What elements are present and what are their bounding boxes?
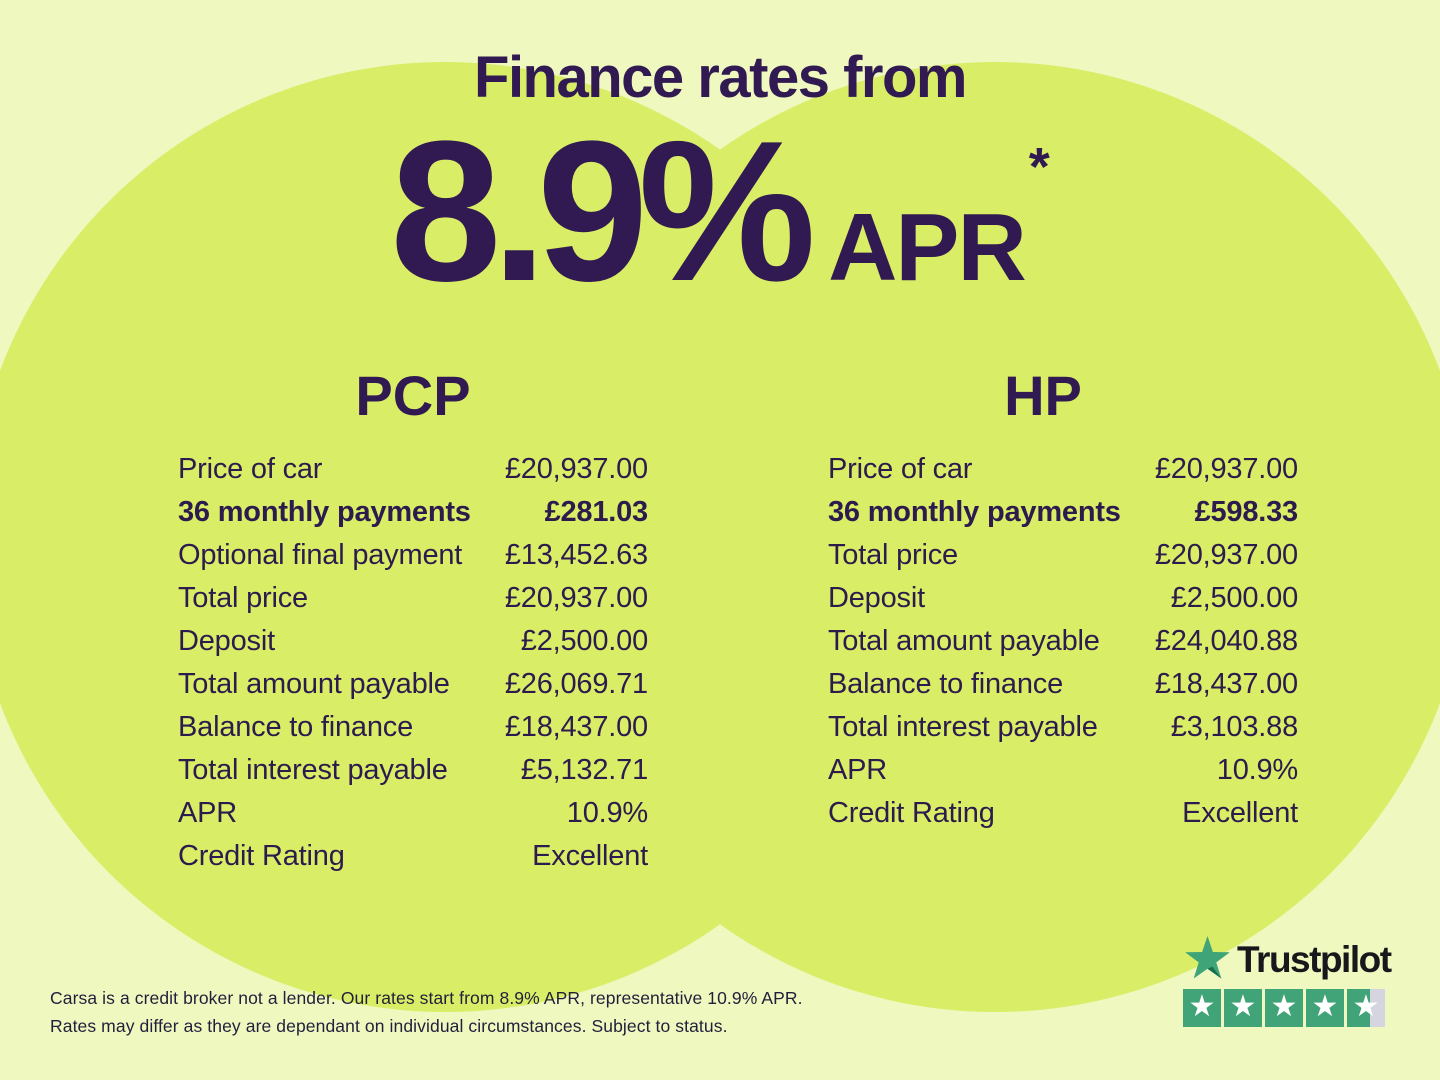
row-value: £13,452.63 <box>504 539 648 571</box>
pcp-section: PCP Price of car £20,937.00 36 monthly p… <box>178 368 648 878</box>
row-value: £598.33 <box>1194 496 1299 528</box>
disclaimer-line-1: Carsa is a credit broker not a lender. O… <box>50 988 803 1008</box>
row-value: Excellent <box>1182 797 1298 829</box>
row-label: Balance to finance <box>828 668 1064 700</box>
table-row: Price of car £20,937.00 <box>828 448 1298 491</box>
table-row: Credit Rating Excellent <box>828 792 1298 835</box>
row-label: Total interest payable <box>178 754 448 786</box>
row-value: £20,937.00 <box>504 453 648 485</box>
table-row: Total interest payable £3,103.88 <box>828 706 1298 749</box>
pcp-table: Price of car £20,937.00 36 monthly payme… <box>178 448 648 878</box>
table-row: Price of car £20,937.00 <box>178 448 648 491</box>
row-label: Deposit <box>828 582 925 614</box>
row-label: Price of car <box>178 453 323 485</box>
row-label: Total amount payable <box>828 625 1100 657</box>
row-label: Price of car <box>828 453 973 485</box>
row-value: 10.9% <box>1216 754 1298 786</box>
table-row: 36 monthly payments £598.33 <box>828 491 1298 534</box>
trustpilot-star-icon <box>1185 936 1230 979</box>
hp-section: HP Price of car £20,937.00 36 monthly pa… <box>828 368 1298 835</box>
page-title: Finance rates from <box>474 45 967 110</box>
table-row: APR 10.9% <box>828 749 1298 792</box>
table-row: Total price £20,937.00 <box>828 534 1298 577</box>
row-value: £3,103.88 <box>1170 711 1298 743</box>
row-label: Total price <box>178 582 308 614</box>
rating-star-box: ★ <box>1347 989 1385 1027</box>
table-row: Total price £20,937.00 <box>178 577 648 620</box>
table-row: APR 10.9% <box>178 792 648 835</box>
row-label: APR <box>828 754 888 786</box>
row-value: £18,437.00 <box>1154 668 1298 700</box>
row-label: Total price <box>828 539 958 571</box>
table-row: Total amount payable £24,040.88 <box>828 620 1298 663</box>
row-label: Balance to finance <box>178 711 414 743</box>
row-label: Total interest payable <box>828 711 1098 743</box>
row-label: 36 monthly payments <box>178 496 471 528</box>
table-row: Total amount payable £26,069.71 <box>178 663 648 706</box>
star-icon: ★ <box>1188 990 1216 1023</box>
table-row: Optional final payment £13,452.63 <box>178 534 648 577</box>
pcp-heading: PCP <box>355 364 471 427</box>
disclaimer-line-2: Rates may differ as they are dependant o… <box>50 1015 728 1036</box>
rate-value: 8.9% <box>390 100 816 323</box>
table-row: 36 monthly payments £281.03 <box>178 491 648 534</box>
headline-rate: 8.9% APR* <box>0 112 1440 312</box>
table-row: Deposit £2,500.00 <box>828 577 1298 620</box>
row-label: Deposit <box>178 625 275 657</box>
table-row: Deposit £2,500.00 <box>178 620 648 663</box>
row-label: Credit Rating <box>178 840 345 872</box>
trustpilot-wordmark: Trustpilot <box>1237 938 1392 980</box>
row-value: 10.9% <box>566 797 648 829</box>
row-value: £24,040.88 <box>1154 625 1298 657</box>
hp-table: Price of car £20,937.00 36 monthly payme… <box>828 448 1298 835</box>
rating-star-box: ★ <box>1183 989 1221 1027</box>
row-value: £18,437.00 <box>504 711 648 743</box>
row-value: £26,069.71 <box>504 668 648 700</box>
star-icon: ★ <box>1229 990 1257 1023</box>
row-label: APR <box>178 797 238 829</box>
row-value: Excellent <box>532 840 648 872</box>
trustpilot-block: Trustpilot ★ ★ ★ ★ ★ <box>1183 936 1392 1027</box>
trustpilot-logo: Trustpilot <box>1183 936 1392 983</box>
row-value: £2,500.00 <box>1170 582 1298 614</box>
trustpilot-rating-stars: ★ ★ ★ ★ ★ <box>1183 989 1391 1027</box>
rating-star-box: ★ <box>1306 989 1344 1027</box>
row-label: Optional final payment <box>178 539 463 571</box>
background-circle-right <box>520 62 1440 1012</box>
star-icon: ★ <box>1311 990 1339 1023</box>
row-label: Credit Rating <box>828 797 995 829</box>
table-row: Balance to finance £18,437.00 <box>828 663 1298 706</box>
row-value: £5,132.71 <box>520 754 648 786</box>
row-value: £20,937.00 <box>504 582 648 614</box>
rating-star-box: ★ <box>1265 989 1303 1027</box>
rate-unit: APR <box>828 194 1027 301</box>
rate-footnote-asterisk: * <box>1028 137 1050 197</box>
row-value: £20,937.00 <box>1154 539 1298 571</box>
row-value: £2,500.00 <box>520 625 648 657</box>
table-row: Credit Rating Excellent <box>178 835 648 878</box>
rating-star-box: ★ <box>1224 989 1262 1027</box>
hp-heading: HP <box>1004 364 1082 427</box>
star-icon: ★ <box>1270 990 1298 1023</box>
table-row: Balance to finance £18,437.00 <box>178 706 648 749</box>
row-value: £281.03 <box>544 496 649 528</box>
table-row: Total interest payable £5,132.71 <box>178 749 648 792</box>
disclaimer-text: Carsa is a credit broker not a lender. O… <box>50 985 803 1040</box>
row-label: 36 monthly payments <box>828 496 1121 528</box>
star-icon: ★ <box>1352 990 1380 1023</box>
row-value: £20,937.00 <box>1154 453 1298 485</box>
row-label: Total amount payable <box>178 668 450 700</box>
